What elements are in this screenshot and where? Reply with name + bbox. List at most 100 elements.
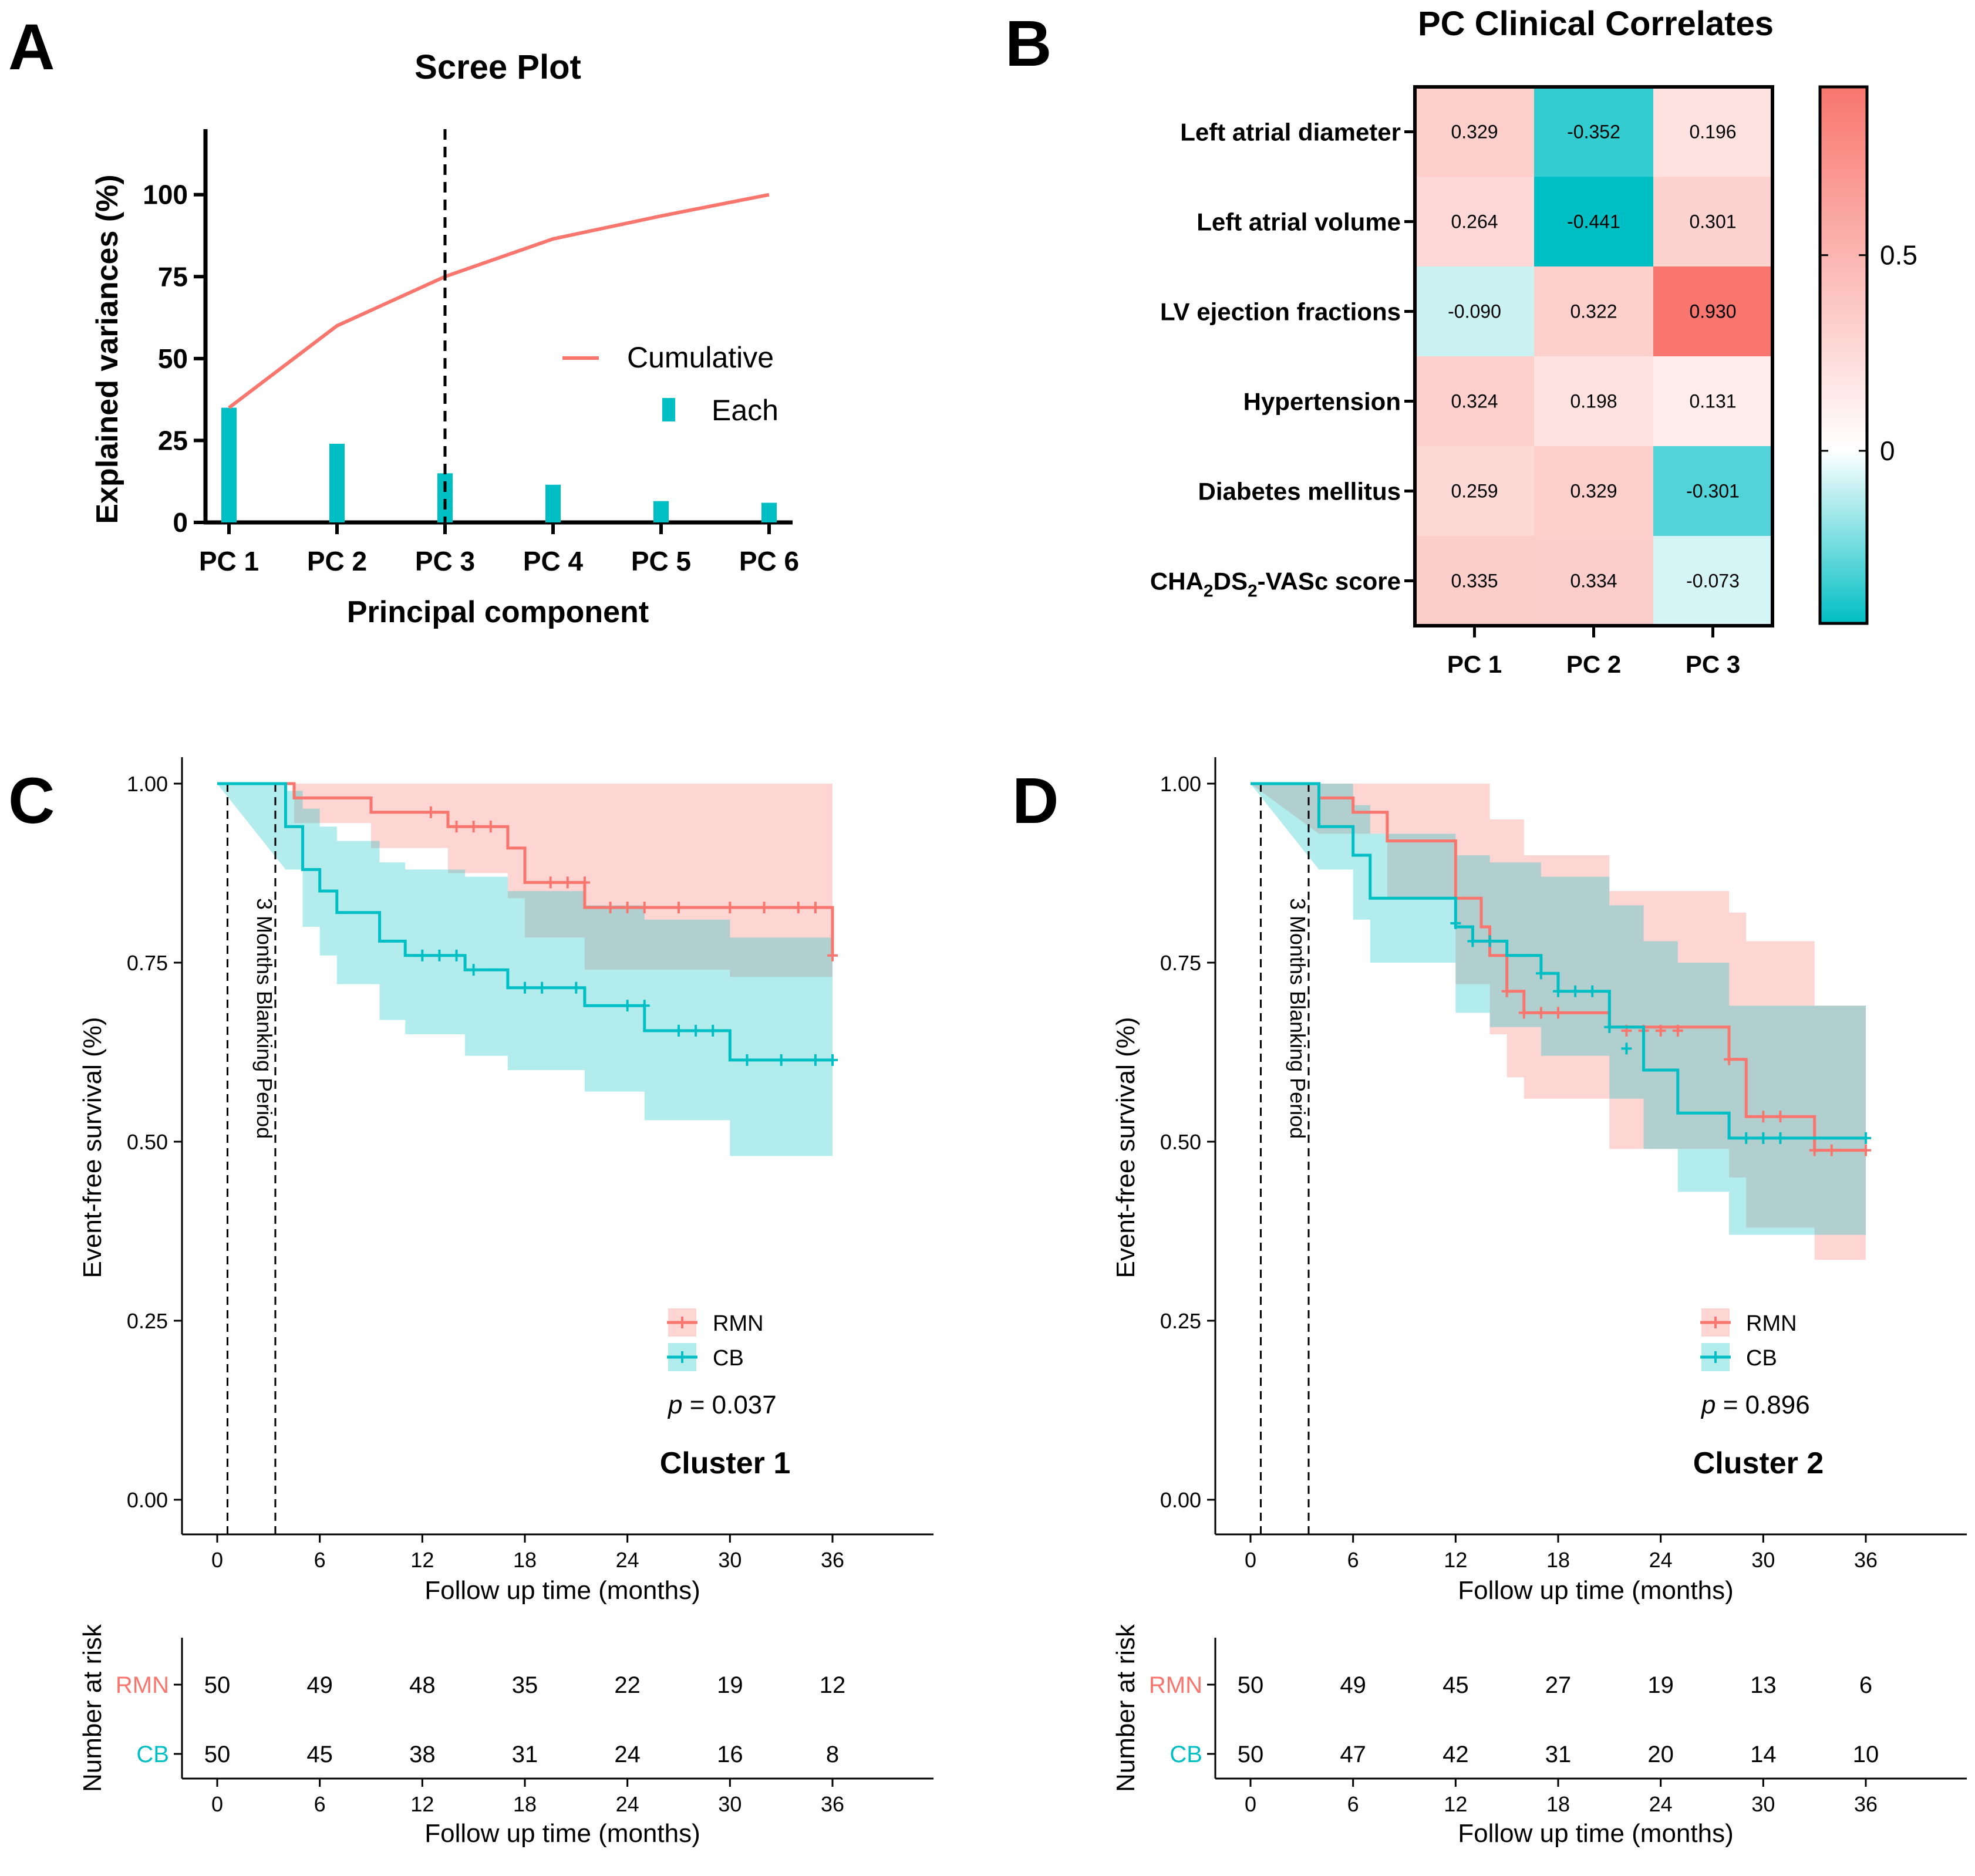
risk-count: 16 [717,1742,743,1767]
scree-y-tick-label: 50 [158,343,188,374]
heatmap-cell [1653,87,1772,177]
scree-plot-area: 0 25 50 75 100 PC 1 PC 2 PC 3 PC 4 PC 5 PC 6 [143,129,799,576]
legend-each-swatch [662,398,675,421]
heatmap-row-label: Left atrial volume [1197,208,1401,236]
panel-c: C 0.00 0.25 0.50 0.75 1.00 0 6 12 18 24 30 36 Follow… [8,757,933,1848]
km-x-tick-label: 6 [1347,1548,1359,1572]
heatmap-cell [1653,446,1772,536]
km-p-text: = 0.037 [682,1391,776,1419]
heatmap-cell [1653,177,1772,266]
risk-count: 35 [512,1672,538,1698]
risk-y-axis-label: Number at risk [1111,1624,1140,1792]
heatmap-row-label: Hypertension [1243,388,1401,416]
risk-count: 42 [1443,1742,1469,1767]
heatmap-col-label: PC 1 [1447,650,1502,678]
risk-count: 50 [204,1742,231,1767]
heatmap-cell-value: -0.073 [1686,571,1740,592]
heatmap-cell [1653,266,1772,356]
heatmap-cell-value: 0.335 [1451,571,1498,592]
heatmap-cell-value: -0.301 [1686,481,1740,502]
blanking-label: 3 Months Blanking Period [252,898,277,1139]
colorbar [1818,85,1869,625]
heatmap-row-label: LV ejection fractions [1160,298,1401,326]
risk-x-tick-label: 18 [513,1792,537,1816]
scree-y-tick-label: 75 [158,261,188,292]
risk-row-label: RMN [116,1672,169,1698]
risk-count: 38 [409,1742,436,1767]
km-y-tick-label: 0.50 [1160,1130,1201,1154]
panel-b-letter: B [1005,8,1051,80]
heatmap-cell [1534,266,1653,356]
risk-row-label: CB [1170,1742,1202,1767]
heatmap-cell [1534,356,1653,446]
risk-x-tick-label: 6 [1347,1792,1359,1816]
heatmap-row-label: Diabetes mellitus [1198,478,1401,505]
scree-bar [221,407,237,522]
km-x-tick-label: 0 [1245,1548,1256,1572]
colorbar-tick-label: 0 [1880,436,1895,466]
risk-count: 22 [614,1672,641,1698]
scree-y-tick-label: 100 [143,180,188,210]
heatmap-cell-value: 0.259 [1451,481,1498,502]
heatmap-cell [1534,446,1653,536]
km-x-axis-label: Follow up time (months) [1458,1576,1733,1605]
blanking-label: 3 Months Blanking Period [1286,898,1310,1139]
risk-count: 50 [1238,1742,1264,1767]
risk-count: 13 [1750,1672,1777,1698]
heatmap-row-label-part: CHA [1150,568,1204,595]
risk-x-tick-label: 24 [616,1792,639,1816]
risk-count: 31 [1545,1742,1572,1767]
risk-x-tick-label: 24 [1649,1792,1673,1816]
risk-count: 49 [1340,1672,1366,1698]
heatmap-row-label-part: DS [1214,568,1248,595]
panel-a-letter: A [8,11,55,83]
heatmap-cell [1534,536,1653,626]
km-legend-label: CB [1746,1346,1777,1371]
heatmap-cell-value: 0.301 [1689,211,1736,232]
panel-d-letter: D [1012,765,1059,837]
risk-count: 27 [1545,1672,1572,1698]
km-y-tick-label: 0.75 [1160,951,1201,975]
km-ci-band-rmn [1251,784,1866,1260]
km-y-tick-label: 1.00 [1160,772,1201,796]
km-cluster-title: Cluster 2 [1693,1446,1824,1480]
scree-x-tick-label: PC 2 [307,546,367,576]
km-x-axis-label: Follow up time (months) [424,1576,700,1605]
risk-count: 31 [512,1742,538,1767]
risk-count: 50 [204,1672,231,1698]
heatmap-col-label: PC 2 [1566,650,1621,678]
heatmap-cell [1534,87,1653,177]
scree-x-tick-label: PC 4 [523,546,584,576]
heatmap-row-label-part: 2 [1204,582,1214,601]
risk-count: 12 [820,1672,846,1698]
heatmap-cell [1415,266,1534,356]
risk-x-tick-label: 12 [410,1792,434,1816]
risk-x-tick-label: 18 [1546,1792,1570,1816]
heatmap-cell [1653,356,1772,446]
scree-x-axis-label: Principal component [347,595,649,629]
km-x-tick-label: 0 [211,1548,223,1572]
heatmap-col-label: PC 3 [1686,650,1740,678]
heatmap-cell-value: 0.334 [1570,571,1617,592]
risk-row-label: CB [136,1742,169,1767]
risk-y-axis-label: Number at risk [78,1624,107,1792]
risk-count: 24 [614,1742,641,1767]
km-ci-band-cb [217,784,833,1156]
risk-count: 10 [1853,1742,1879,1767]
scree-x-tick-label: PC 6 [739,546,799,576]
heatmap-cell-value: 0.198 [1570,391,1617,412]
km-y-tick-label: 0.75 [127,951,168,975]
km-p-symbol: p [667,1391,682,1419]
risk-count: 47 [1340,1742,1366,1767]
heatmap-cell-value: 0.930 [1689,301,1736,322]
risk-x-tick-label: 30 [1751,1792,1775,1816]
km-y-axis-label: Event-free survival (%) [1111,1017,1140,1278]
heatmap-cell-value: 0.322 [1570,301,1617,322]
heatmap-cell-value: -0.441 [1567,211,1620,232]
km-legend-label: RMN [1746,1311,1797,1336]
km-x-tick-label: 12 [410,1548,434,1572]
panel-a: A Scree Plot Explained variances (%) Pri… [8,11,799,629]
km-legend-label: RMN [713,1311,764,1336]
scree-x-tick-label: PC 5 [631,546,691,576]
km-y-tick-label: 0.00 [127,1488,168,1512]
